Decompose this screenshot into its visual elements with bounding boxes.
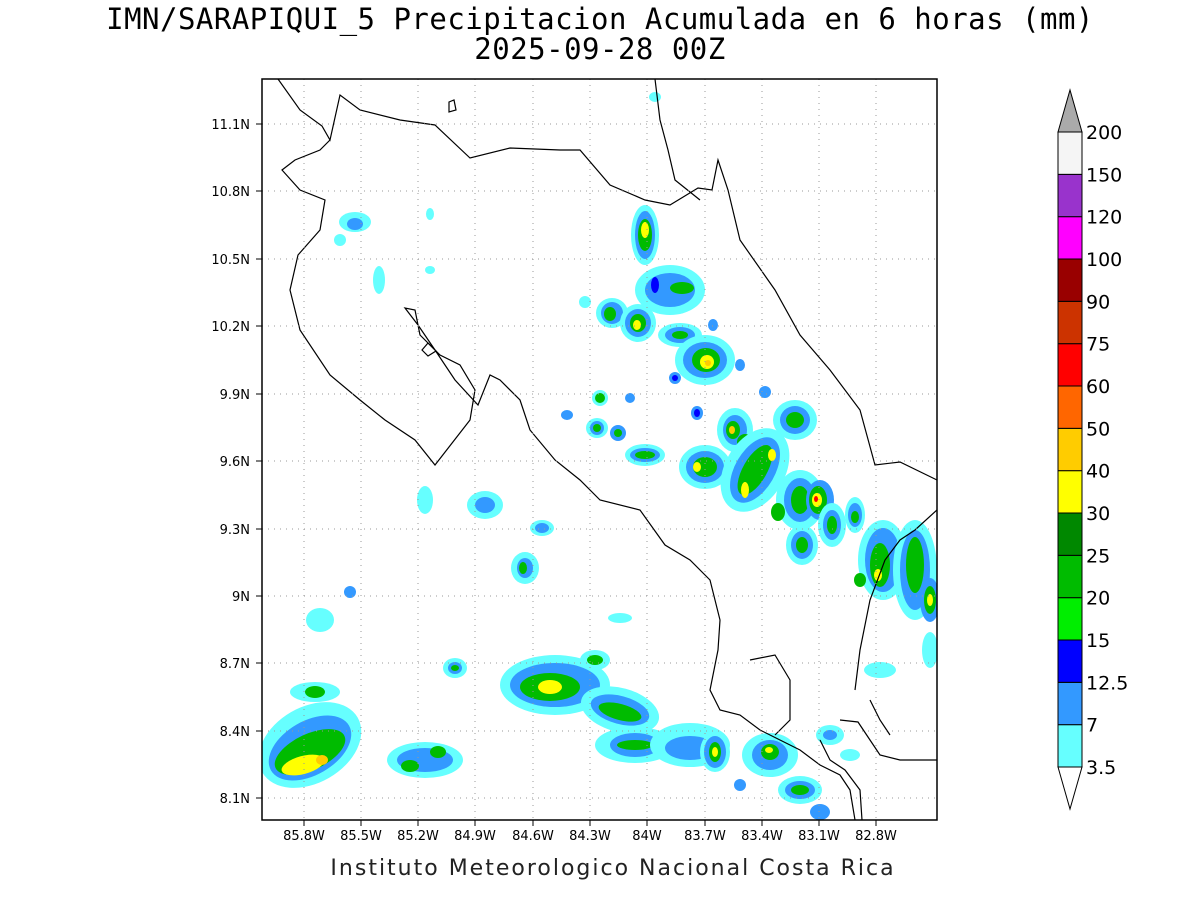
lat-tick-label: 10.5N: [211, 253, 250, 268]
lat-tick-label: 8.4N: [220, 725, 250, 740]
colorbar-segment: [1057, 554, 1083, 599]
lat-tick-label: 8.1N: [220, 792, 250, 807]
lon-tick-label: 85.2W: [397, 829, 439, 844]
lon-tick-label: 82.8W: [855, 829, 897, 844]
colorbar-level-label: 25: [1086, 545, 1110, 567]
colorbar-level-label: 90: [1086, 291, 1110, 313]
lon-tick-label: 83.7W: [684, 829, 726, 844]
lat-axis: 11.1N 10.8N 10.5N 10.2N 9.9N 9.6N 9.3N 9…: [211, 118, 262, 807]
colorbar-segment: [1057, 470, 1083, 514]
map-datetime: 2025-09-28 00Z: [474, 32, 726, 66]
colorbar-segment: [1057, 639, 1083, 683]
lon-tick-label: 85.8W: [283, 829, 325, 844]
colorbar-segment: [1057, 512, 1083, 556]
colorbar-level-label: 3.5: [1086, 757, 1116, 779]
coastlines: [277, 79, 937, 820]
colorbar-segment: [1057, 385, 1083, 429]
precip-field: [262, 92, 937, 820]
colorbar-segment: [1057, 258, 1083, 302]
colorbar-level-label: 15: [1086, 630, 1110, 652]
lat-tick-label: 11.1N: [211, 118, 250, 133]
lon-tick-label: 85.5W: [340, 829, 382, 844]
colorbar-level-label: 7: [1086, 715, 1098, 737]
lat-tick-label: 9.3N: [220, 523, 250, 538]
colorbar-segment: [1057, 597, 1083, 641]
precip-cluster-central: [306, 486, 632, 678]
plot-frame: [261, 78, 938, 821]
colorbar-level-label: 60: [1086, 376, 1110, 398]
lat-tick-label: 9.9N: [220, 388, 250, 403]
colorbar-level-label: 20: [1086, 588, 1110, 610]
colorbar-segment: [1057, 300, 1083, 345]
lon-tick-label: 83.1W: [798, 829, 840, 844]
precip-cluster-south: [500, 650, 896, 820]
colorbar-segment: [1057, 216, 1083, 260]
precip-cluster-southwest: [262, 682, 463, 788]
colorbar-level-label: 40: [1086, 461, 1110, 483]
lon-tick-label: 84.9W: [454, 829, 496, 844]
colorbar-under-triangle: [1057, 766, 1083, 811]
lon-tick-label: 84W: [632, 829, 662, 844]
lon-axis: 85.8W 85.5W 85.2W 84.9W 84.6W 84.3W 84W …: [283, 820, 897, 844]
colorbar-segment: [1057, 343, 1083, 387]
precip-cluster-caribbean: [561, 92, 937, 668]
colorbar-level-label: 150: [1086, 164, 1122, 186]
map-title: IMN/SARAPIQUI_5 Precipitacion Acumulada …: [106, 2, 1094, 36]
lon-tick-label: 83.4W: [741, 829, 783, 844]
lat-tick-label: 9.6N: [220, 455, 250, 470]
lat-tick-label: 10.8N: [211, 185, 250, 200]
colorbar-level-label: 12.5: [1086, 672, 1128, 694]
colorbar-segment: [1057, 681, 1083, 726]
footer-credit: Instituto Meteorologico Nacional Costa R…: [330, 856, 896, 881]
lat-tick-label: 8.7N: [220, 657, 250, 672]
colorbar-over-triangle: [1057, 88, 1083, 133]
colorbar-segment: [1057, 173, 1083, 218]
colorbar-level-label: 100: [1086, 249, 1122, 271]
plot-area: [262, 79, 937, 820]
colorbar-segment: [1057, 427, 1083, 472]
precip-cluster-northwest: [334, 208, 435, 294]
colorbar-level-label: 75: [1086, 334, 1110, 356]
lon-tick-label: 84.6W: [512, 829, 554, 844]
colorbar-level-label: 30: [1086, 503, 1110, 525]
colorbar-segment: [1057, 724, 1083, 768]
lat-tick-label: 10.2N: [211, 320, 250, 335]
lat-tick-label: 9N: [232, 590, 250, 605]
colorbar-level-label: 200: [1086, 122, 1122, 144]
colorbar: 3.5 7 12.5 15 20 25 30 40 50 60 75 90 100 120 150 200: [1057, 88, 1128, 811]
colorbar-level-label: 50: [1086, 418, 1110, 440]
colorbar-segment: [1057, 131, 1083, 175]
lon-tick-label: 84.3W: [569, 829, 611, 844]
colorbar-level-label: 120: [1086, 207, 1122, 229]
